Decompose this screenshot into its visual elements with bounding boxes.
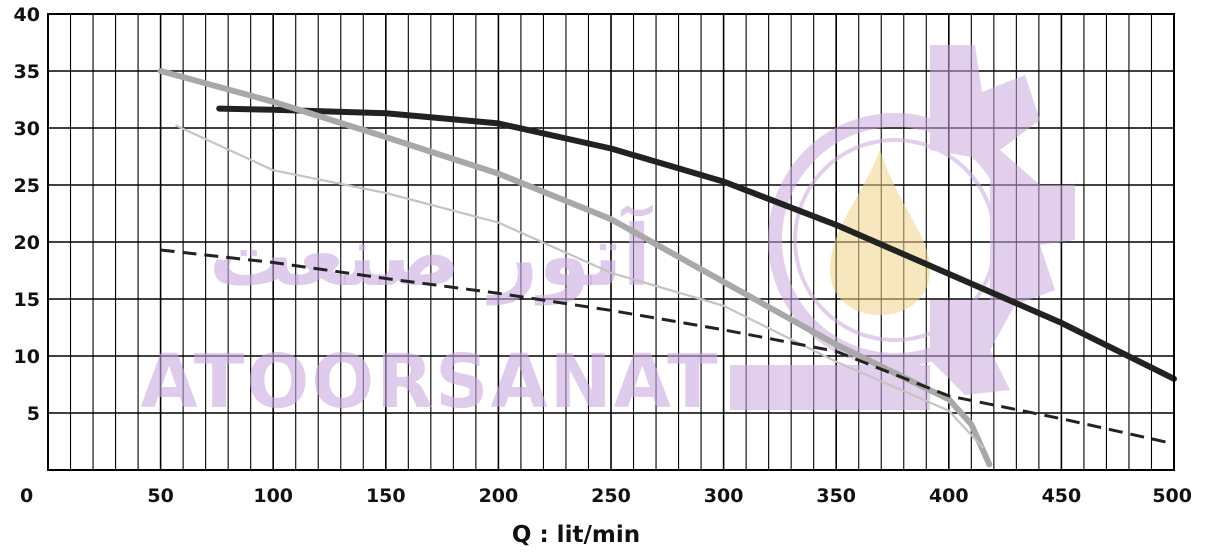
x-axis-title: Q : lit/min bbox=[512, 522, 640, 548]
x-tick-label: 500 bbox=[1152, 485, 1192, 507]
series-line-3 bbox=[175, 124, 984, 449]
y-tick-label: 25 bbox=[14, 175, 40, 197]
series-line-1 bbox=[216, 105, 1177, 382]
x-tick-label: 200 bbox=[479, 485, 519, 507]
y-tick-label: 15 bbox=[14, 289, 40, 311]
x-tick-label: 50 bbox=[147, 485, 173, 507]
x-tick-label: 250 bbox=[591, 485, 631, 507]
x-tick-label: 350 bbox=[816, 485, 856, 507]
y-tick-label: 5 bbox=[27, 403, 40, 425]
x-tick-label: 0 bbox=[20, 485, 33, 507]
x-tick-label: 400 bbox=[929, 485, 969, 507]
gear-logo-icon bbox=[730, 45, 1075, 410]
series-line-4 bbox=[160, 248, 1175, 446]
series-line-2 bbox=[157, 68, 993, 468]
plot-frame bbox=[47, 13, 1175, 471]
y-tick-label: 35 bbox=[14, 61, 40, 83]
watermark-latin-text: ATOORSANAT bbox=[140, 339, 719, 425]
x-tick-label: 300 bbox=[704, 485, 744, 507]
y-tick-label: 20 bbox=[14, 232, 40, 254]
watermark-arabic-text: آتور صنعت bbox=[209, 204, 654, 306]
y-tick-label: 40 bbox=[14, 4, 40, 26]
x-tick-label: 450 bbox=[1042, 485, 1082, 507]
y-tick-label: 10 bbox=[14, 346, 40, 368]
series-lines bbox=[157, 68, 1177, 468]
x-tick-label: 150 bbox=[366, 485, 406, 507]
x-tick-label: 100 bbox=[253, 485, 293, 507]
watermark: آتور صنعت ATOORSANAT bbox=[140, 45, 1075, 425]
axes bbox=[47, 13, 1175, 471]
y-tick-labels: 5 10 15 20 25 30 35 40 bbox=[14, 4, 40, 425]
y-tick-label: 30 bbox=[14, 118, 40, 140]
x-tick-labels: 0 50 100 150 200 250 300 350 400 450 500 bbox=[20, 485, 1192, 507]
